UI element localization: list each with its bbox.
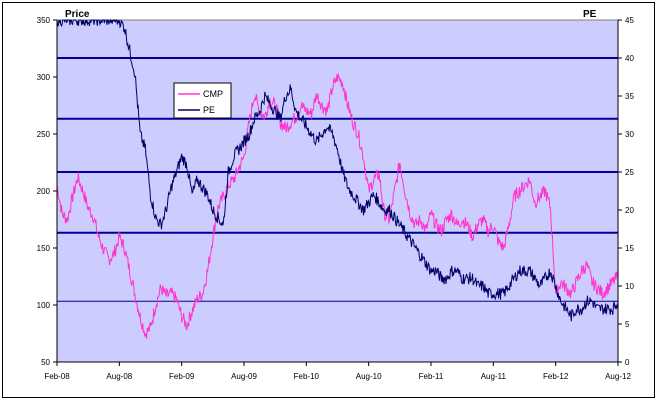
right-tick-label: 0 [625,358,630,367]
left-axis-title: Price [65,9,90,20]
right-tick-label: 40 [625,54,634,63]
left-tick-label: 250 [37,130,51,139]
x-tick-label: Aug-08 [106,372,132,381]
x-tick-label: Aug-10 [356,372,382,381]
left-tick-label: 50 [41,358,50,367]
right-axis: 0 5 10 15 20 25 30 35 40 45 [617,16,634,367]
right-tick-label: 10 [625,282,634,291]
left-tick-label: 200 [37,187,51,196]
x-tick-label: Aug-12 [605,372,631,381]
right-tick-label: 30 [625,130,634,139]
series-line-cmp [56,73,619,339]
legend-box [173,82,232,119]
right-tick-label: 35 [625,92,634,101]
left-axis: 50 100 150 200 250 300 350 [37,16,58,367]
x-tick-label: Aug-09 [231,372,257,381]
x-tick-label: Feb-12 [543,372,569,381]
left-tick-label: 350 [37,16,51,25]
x-tick-label: Feb-11 [419,372,444,381]
x-tick-label: Feb-08 [44,372,70,381]
left-tick-label: 150 [37,244,51,253]
right-axis-title: PE [583,9,597,20]
plot-area [56,19,619,363]
right-tick-label: 5 [625,320,630,329]
x-tick-label: Feb-09 [169,372,195,381]
x-tick-label: Feb-10 [294,372,320,381]
series-line-pe [56,18,619,322]
x-tick-label: Aug-11 [481,372,507,381]
legend-label-cmp: CMP [203,89,223,99]
right-tick-label: 45 [625,16,634,25]
pe-reference-lines [57,57,618,302]
x-axis: Feb-08 Aug-08 Feb-09 Aug-09 Feb-10 Aug-10 Feb-… [44,361,631,381]
series-group [56,18,619,339]
right-tick-label: 15 [625,244,634,253]
left-tick-label: 300 [37,73,51,82]
legend: CMP PE [173,82,232,119]
right-tick-label: 20 [625,206,634,215]
left-tick-label: 100 [37,301,51,310]
right-tick-label: 25 [625,168,634,177]
legend-label-pe: PE [203,105,215,115]
